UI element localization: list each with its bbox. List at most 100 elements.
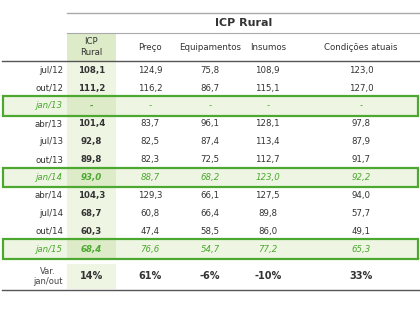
Text: 89,8: 89,8 (81, 155, 102, 164)
Text: 83,7: 83,7 (141, 119, 160, 128)
Bar (67, 264, 116, 289)
Text: -: - (149, 101, 152, 111)
Text: 82,3: 82,3 (141, 155, 160, 164)
Text: 86,7: 86,7 (200, 84, 220, 93)
Text: 57,7: 57,7 (352, 209, 371, 218)
Text: 129,3: 129,3 (138, 191, 163, 200)
Text: jul/13: jul/13 (39, 137, 63, 146)
Text: 65,3: 65,3 (352, 245, 371, 254)
Text: 87,9: 87,9 (352, 137, 371, 146)
Bar (67, 169, 116, 187)
Text: 60,8: 60,8 (141, 209, 160, 218)
Text: 77,2: 77,2 (258, 245, 277, 254)
Text: 108,9: 108,9 (255, 66, 280, 75)
Text: 123,0: 123,0 (349, 66, 373, 75)
Bar (67, 222, 116, 240)
Text: 123,0: 123,0 (255, 173, 280, 182)
Text: 112,7: 112,7 (255, 155, 280, 164)
Text: out/12: out/12 (35, 84, 63, 93)
Text: 72,5: 72,5 (200, 155, 220, 164)
Text: abr/14: abr/14 (35, 191, 63, 200)
Text: 92,8: 92,8 (81, 137, 102, 146)
Text: 86,0: 86,0 (258, 227, 277, 236)
Bar (3, 96, 418, 116)
Text: jul/14: jul/14 (39, 209, 63, 218)
Bar (3, 168, 418, 187)
Text: -: - (89, 101, 93, 111)
Text: 127,0: 127,0 (349, 84, 373, 93)
Text: Var.
jan/out: Var. jan/out (34, 267, 63, 286)
Text: 124,9: 124,9 (138, 66, 163, 75)
Text: ICP Rural: ICP Rural (215, 18, 272, 28)
Text: 47,4: 47,4 (141, 227, 160, 236)
Bar (67, 115, 116, 133)
Text: 76,6: 76,6 (141, 245, 160, 254)
Bar (67, 79, 116, 97)
Text: 54,7: 54,7 (200, 245, 220, 254)
Text: -6%: -6% (200, 271, 220, 281)
Text: ICP
Rural: ICP Rural (80, 37, 102, 57)
Bar (67, 187, 116, 204)
Text: 91,7: 91,7 (352, 155, 371, 164)
Text: 89,8: 89,8 (258, 209, 277, 218)
Text: 113,4: 113,4 (255, 137, 280, 146)
Text: 111,2: 111,2 (78, 84, 105, 93)
Bar (2, 169, 418, 187)
Bar (67, 33, 116, 61)
Text: jul/12: jul/12 (39, 66, 63, 75)
Text: out/13: out/13 (35, 155, 63, 164)
Text: 93,0: 93,0 (81, 173, 102, 182)
Bar (67, 240, 116, 258)
Bar (67, 240, 116, 258)
Bar (2, 240, 418, 258)
Text: 49,1: 49,1 (352, 227, 371, 236)
Bar (67, 61, 116, 79)
Text: 92,2: 92,2 (352, 173, 371, 182)
Text: 96,1: 96,1 (200, 119, 220, 128)
Text: 101,4: 101,4 (78, 119, 105, 128)
Text: 33%: 33% (349, 271, 373, 281)
Bar (67, 133, 116, 151)
Text: -: - (266, 101, 269, 111)
Bar (67, 97, 116, 115)
Text: 68,2: 68,2 (200, 173, 220, 182)
Text: Insumos: Insumos (249, 43, 286, 51)
Text: jan/15: jan/15 (36, 245, 63, 254)
Text: jan/14: jan/14 (36, 173, 63, 182)
Text: 97,8: 97,8 (352, 119, 371, 128)
Text: 75,8: 75,8 (200, 66, 220, 75)
Text: 108,1: 108,1 (78, 66, 105, 75)
Text: -10%: -10% (254, 271, 281, 281)
Text: 82,5: 82,5 (141, 137, 160, 146)
Text: 116,2: 116,2 (138, 84, 163, 93)
Text: 68,7: 68,7 (81, 209, 102, 218)
Text: 66,1: 66,1 (200, 191, 220, 200)
Text: out/14: out/14 (35, 227, 63, 236)
Text: 58,5: 58,5 (200, 227, 220, 236)
Bar (3, 239, 418, 259)
Text: 14%: 14% (80, 271, 103, 281)
Text: Equipamentos: Equipamentos (179, 43, 241, 51)
Text: 60,3: 60,3 (81, 227, 102, 236)
Text: 128,1: 128,1 (255, 119, 280, 128)
Text: Preço: Preço (138, 43, 162, 51)
Text: 68,4: 68,4 (81, 245, 102, 254)
Bar (67, 151, 116, 169)
Text: -: - (208, 101, 212, 111)
Text: -: - (360, 101, 363, 111)
Bar (67, 97, 116, 115)
Bar (67, 169, 116, 187)
Text: 127,5: 127,5 (255, 191, 280, 200)
Text: 87,4: 87,4 (200, 137, 220, 146)
Text: 66,4: 66,4 (200, 209, 220, 218)
Text: jan/13: jan/13 (36, 101, 63, 111)
Text: 104,3: 104,3 (78, 191, 105, 200)
Text: Condições atuais: Condições atuais (325, 43, 398, 51)
Bar (2, 97, 418, 115)
Text: abr/13: abr/13 (35, 119, 63, 128)
Text: 88,7: 88,7 (141, 173, 160, 182)
Text: 61%: 61% (139, 271, 162, 281)
Bar (67, 204, 116, 222)
Text: 115,1: 115,1 (255, 84, 280, 93)
Text: 94,0: 94,0 (352, 191, 371, 200)
